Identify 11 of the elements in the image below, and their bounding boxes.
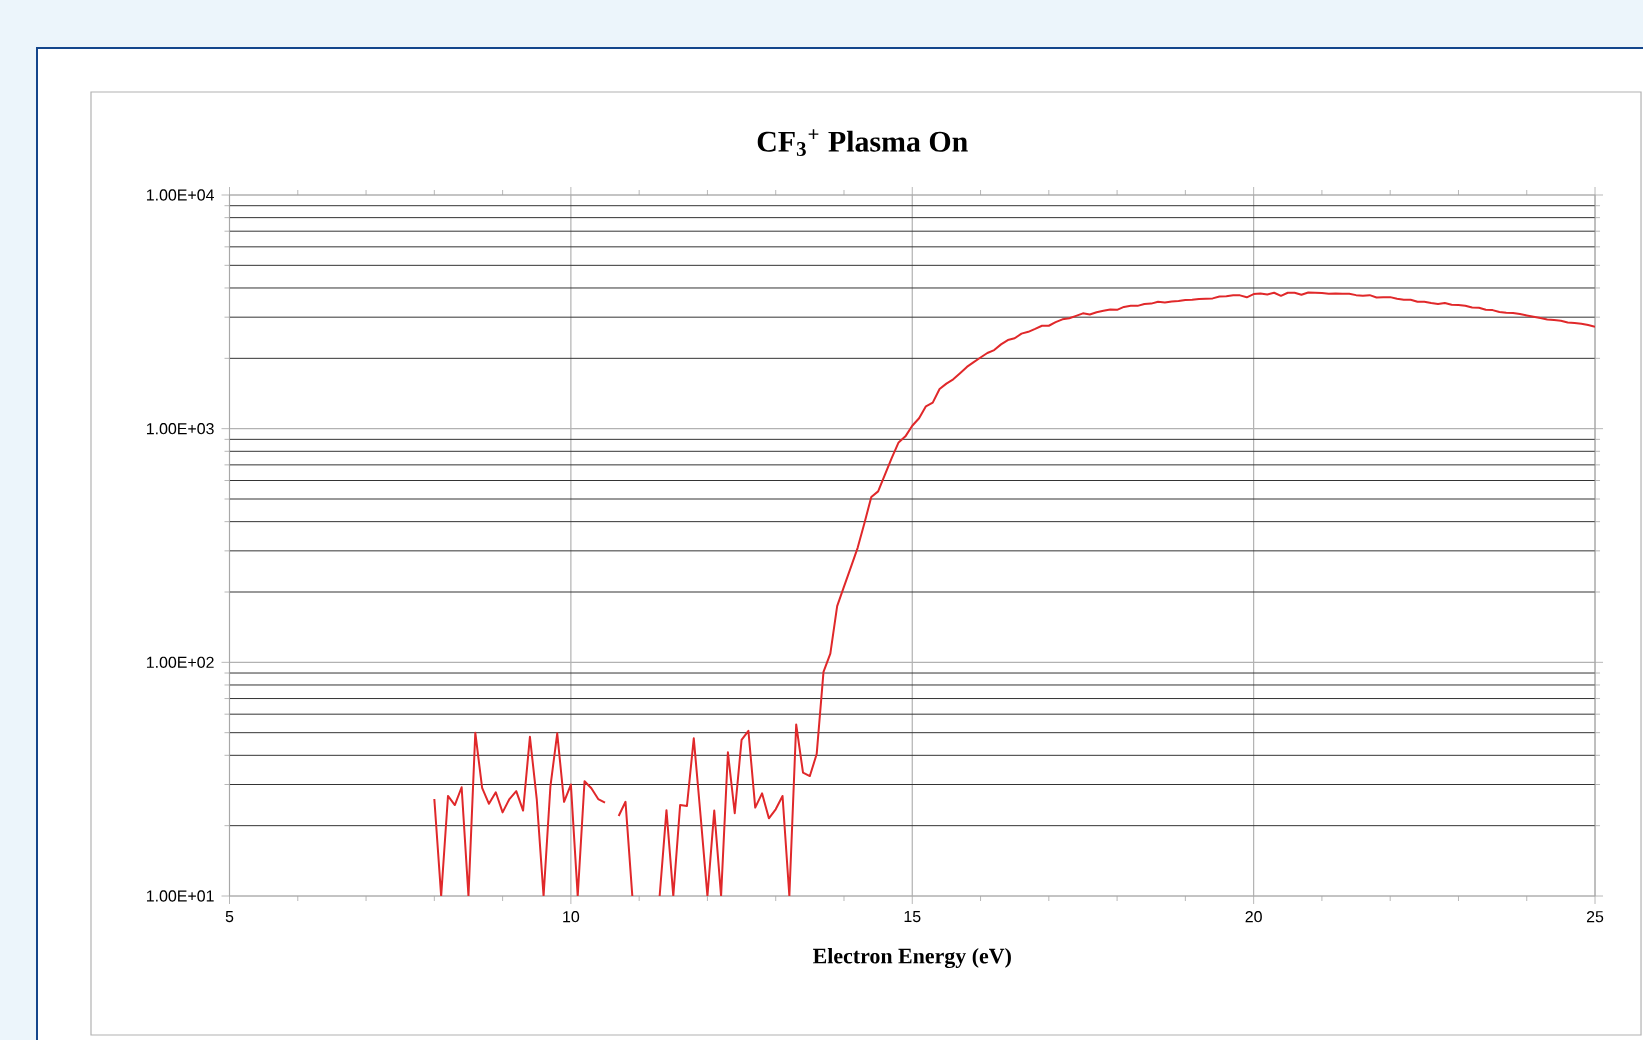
x-axis-title: Electron Energy (eV) [813, 948, 1011, 969]
x-tick-label: 10 [563, 911, 580, 923]
y-tick-label: 1.00E+01 [146, 890, 214, 902]
x-tick-label: 20 [1245, 911, 1262, 923]
y-tick-label: 1.00E+02 [146, 656, 214, 668]
x-tick-label: 25 [1586, 911, 1604, 923]
chart-title: CF$_{3}$$^{+}$ Plasma On [757, 129, 968, 157]
x-tick-label: 5 [225, 911, 234, 923]
y-tick-label: 1.00E+03 [146, 423, 214, 435]
y-tick-label: 1.00E+04 [146, 189, 214, 201]
x-tick-label: 15 [904, 911, 921, 923]
